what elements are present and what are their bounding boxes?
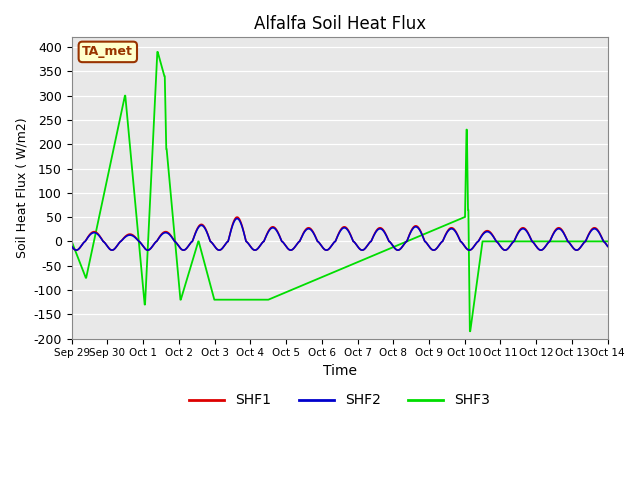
SHF3 (248, 297, 255, 302)
SHF1 (493, 240, 501, 245)
SHF3 (174, 272, 182, 278)
Y-axis label: Soil Heat Flux ( W/m2): Soil Heat Flux ( W/m2) (15, 118, 28, 258)
SHF1 (424, 241, 431, 247)
SHF2 (187, 240, 195, 246)
SHF3 (466, 328, 474, 334)
SHF2 (174, 242, 182, 248)
SHF2 (248, 245, 255, 251)
SHF1 (174, 242, 182, 248)
SHF3 (68, 239, 76, 244)
SHF2 (604, 243, 612, 249)
SHF2 (424, 241, 431, 247)
SHF2 (68, 243, 76, 249)
SHF3 (604, 239, 612, 244)
SHF3 (154, 49, 161, 55)
Line: SHF2: SHF2 (72, 218, 608, 250)
SHF2 (493, 240, 501, 245)
SHF2 (541, 244, 548, 250)
Title: Alfalfa Soil Heat Flux: Alfalfa Soil Heat Flux (253, 15, 426, 33)
Text: TA_met: TA_met (83, 46, 133, 59)
SHF1 (187, 240, 195, 246)
SHF1 (604, 243, 612, 249)
SHF3 (188, 262, 195, 268)
SHF1 (68, 243, 76, 249)
SHF1 (248, 245, 255, 251)
SHF1 (541, 244, 548, 250)
SHF2 (233, 216, 241, 221)
Line: SHF3: SHF3 (72, 52, 608, 331)
SHF2 (323, 247, 330, 253)
Line: SHF1: SHF1 (72, 217, 608, 250)
Legend: SHF1, SHF2, SHF3: SHF1, SHF2, SHF3 (184, 388, 495, 413)
SHF3 (423, 230, 431, 236)
X-axis label: Time: Time (323, 364, 356, 378)
SHF3 (493, 239, 501, 244)
SHF1 (233, 214, 241, 220)
SHF3 (541, 239, 548, 244)
SHF1 (323, 247, 330, 253)
